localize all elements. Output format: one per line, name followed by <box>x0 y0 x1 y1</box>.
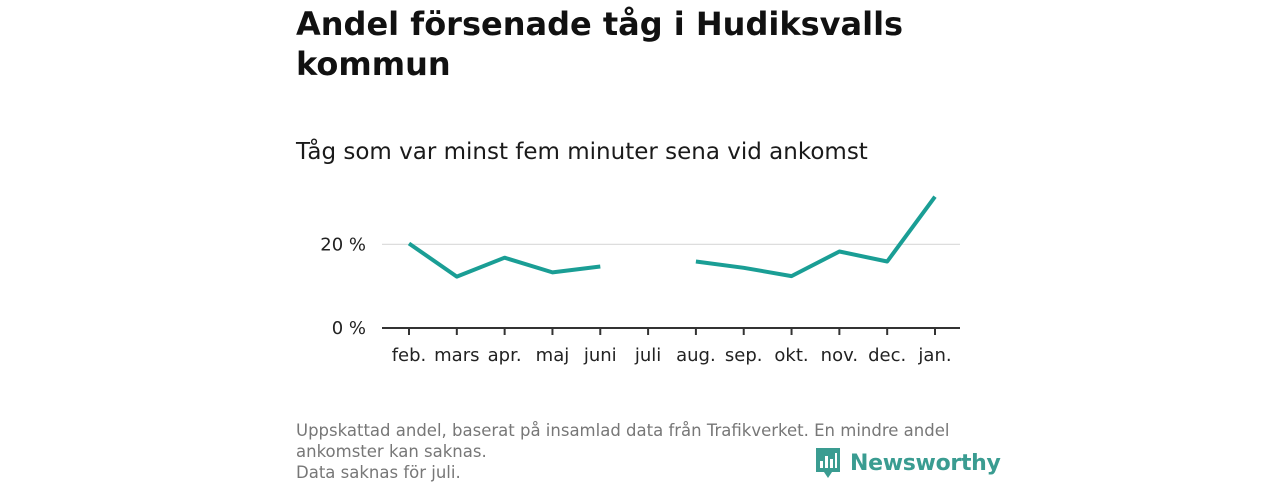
series-line-segment-0-1 <box>695 195 937 279</box>
newsworthy-logo-icon <box>816 448 840 478</box>
series-lines <box>407 195 937 279</box>
footer-notes: Uppskattad andel, baserat på insamlad da… <box>296 420 986 483</box>
series-line-segment-0-0 <box>407 241 601 279</box>
line-chart: 0 % 20 % feb. mars apr. maj juni juli aug. sep. o… <box>320 195 960 366</box>
chart-title: Andel försenade tåg i Hudiksvalls kommun <box>296 5 904 83</box>
y-tick-label-1: 20 % <box>320 234 366 255</box>
y-axis-labels: 0 % 20 % <box>320 234 366 339</box>
x-tick-label-1: mars <box>434 345 479 366</box>
footer-note-source: Uppskattad andel, baserat på insamlad da… <box>296 421 950 461</box>
x-tick-label-7: sep. <box>725 345 763 366</box>
x-tick-label-0: feb. <box>392 345 427 366</box>
y-tick-label-0: 0 % <box>332 318 366 339</box>
x-tick-label-4: juni <box>583 345 617 366</box>
brand-name: Newsworthy <box>850 450 1001 476</box>
x-tick-label-6: aug. <box>676 345 716 366</box>
chart-subtitle: Tåg som var minst fem minuter sena vid a… <box>296 139 868 165</box>
x-axis-labels: feb. mars apr. maj juni juli aug. sep. okt. nov. d… <box>392 345 952 366</box>
x-tick-label-10: dec. <box>868 345 906 366</box>
footer-note-missing: Data saknas för juli. <box>296 463 461 482</box>
x-tick-label-9: nov. <box>821 345 858 366</box>
x-tick-label-11: jan. <box>917 345 951 366</box>
x-axis <box>382 327 960 335</box>
brand-logo: Newsworthy <box>814 446 1001 480</box>
x-tick-label-8: okt. <box>774 345 808 366</box>
x-tick-label-3: maj <box>536 345 570 366</box>
x-tick-label-2: apr. <box>488 345 522 366</box>
x-tick-label-5: juli <box>634 345 661 366</box>
